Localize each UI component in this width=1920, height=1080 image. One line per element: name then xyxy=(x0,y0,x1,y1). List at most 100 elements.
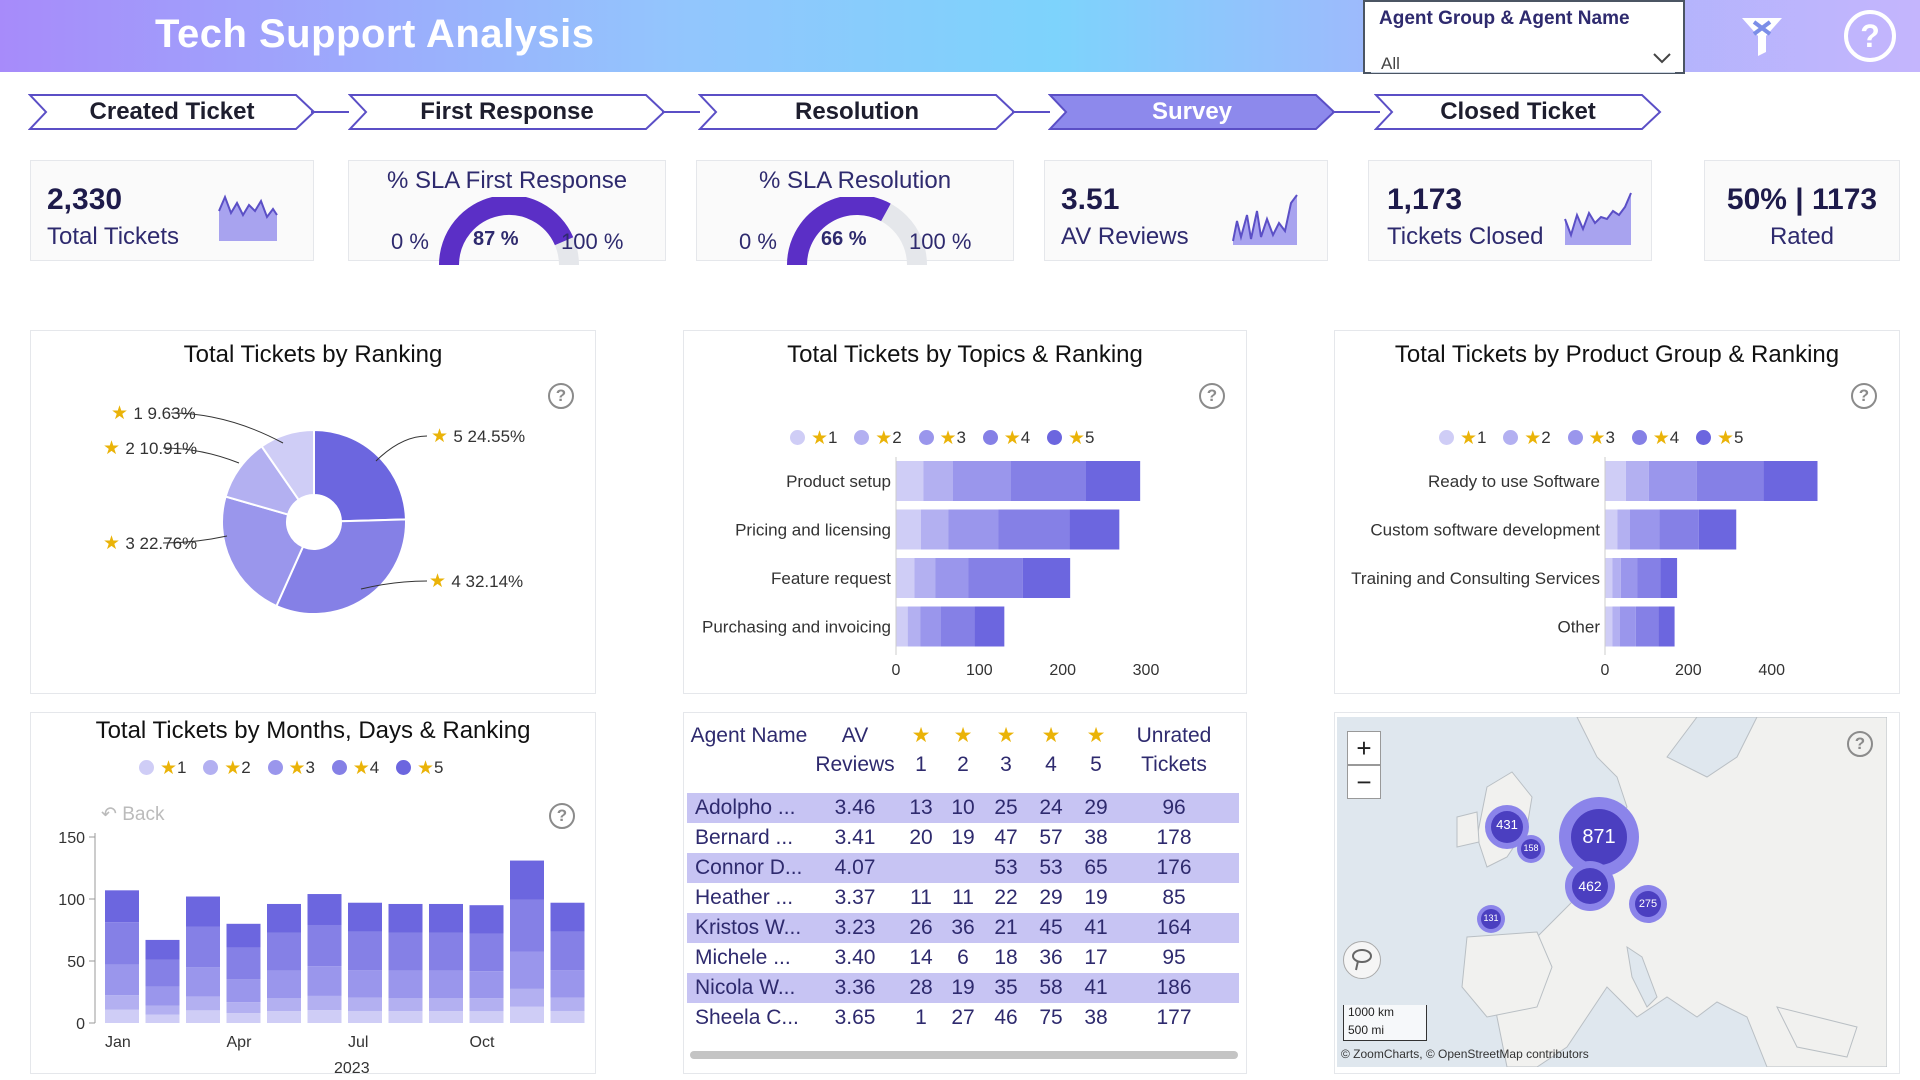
column-segment[interactable] xyxy=(469,905,504,934)
bar-segment[interactable] xyxy=(896,558,915,598)
bar-segment[interactable] xyxy=(1069,509,1120,550)
legend-item-1[interactable]: ★1 xyxy=(790,427,838,450)
legend-item-5[interactable]: ★5 xyxy=(1696,427,1744,450)
column-segment[interactable] xyxy=(307,924,342,967)
column-segment[interactable] xyxy=(307,995,342,1011)
bar-segment[interactable] xyxy=(1763,461,1818,501)
col-header-r4[interactable]: ★ 4 xyxy=(1028,721,1074,779)
column-segment[interactable] xyxy=(550,1010,585,1023)
clear-filter-icon[interactable] xyxy=(1738,12,1786,60)
help-icon[interactable]: ? xyxy=(549,803,575,829)
column-segment[interactable] xyxy=(348,970,382,998)
column-segment[interactable] xyxy=(388,970,423,999)
bar-segment[interactable] xyxy=(1658,606,1675,647)
column-segment[interactable] xyxy=(226,979,261,1003)
bar-segment[interactable] xyxy=(1612,558,1621,598)
bar-segment[interactable] xyxy=(1617,509,1631,550)
column-segment[interactable] xyxy=(348,1010,382,1023)
column-segment[interactable] xyxy=(388,998,423,1012)
column-segment[interactable] xyxy=(388,903,423,933)
legend-item-5[interactable]: ★5 xyxy=(396,757,444,780)
column-segment[interactable] xyxy=(429,998,463,1012)
column-segment[interactable] xyxy=(226,923,261,948)
column-segment[interactable] xyxy=(348,997,382,1011)
months-bar-chart[interactable]: 150 100 50 0 Jan Apr Jul Oct 2023 xyxy=(31,793,597,1073)
column-segment[interactable] xyxy=(307,894,342,925)
column-segment[interactable] xyxy=(429,932,463,971)
table-row[interactable]: Connor D... 4.07 53 53 65 176 xyxy=(687,853,1239,883)
column-segment[interactable] xyxy=(550,997,585,1011)
map-cluster-275[interactable]: 275 xyxy=(1629,885,1667,923)
bar-segment[interactable] xyxy=(1659,509,1699,550)
legend-item-2[interactable]: ★2 xyxy=(1503,427,1551,450)
column-segment[interactable] xyxy=(105,995,139,1010)
legend-item-3[interactable]: ★3 xyxy=(918,427,966,450)
column-segment[interactable] xyxy=(186,967,220,997)
help-icon[interactable]: ? xyxy=(1199,383,1225,409)
bar-segment[interactable] xyxy=(1630,509,1660,550)
step-created-ticket[interactable]: Created Ticket xyxy=(28,93,316,131)
column-segment[interactable] xyxy=(145,939,180,960)
bar-segment[interactable] xyxy=(1620,606,1636,647)
legend-item-5[interactable]: ★5 xyxy=(1047,427,1095,450)
bar-segment[interactable] xyxy=(1605,606,1613,647)
bar-segment[interactable] xyxy=(1660,558,1678,598)
legend-item-3[interactable]: ★3 xyxy=(267,757,315,780)
column-segment[interactable] xyxy=(550,902,585,932)
bar-segment[interactable] xyxy=(1648,461,1697,501)
column-segment[interactable] xyxy=(267,932,301,971)
column-segment[interactable] xyxy=(510,951,544,989)
bar-segment[interactable] xyxy=(1011,461,1086,501)
col-header-av[interactable]: AV Reviews xyxy=(815,724,895,776)
legend-item-3[interactable]: ★3 xyxy=(1567,427,1615,450)
donut-slice-3[interactable] xyxy=(221,495,305,608)
bar-segment[interactable] xyxy=(1637,558,1661,598)
back-button[interactable]: ↶ Back xyxy=(101,803,164,826)
zoom-in-button[interactable]: + xyxy=(1347,731,1381,765)
column-segment[interactable] xyxy=(186,926,220,968)
table-row[interactable]: Sheela C... 3.65 1 27 46 75 38 177 xyxy=(687,1003,1239,1033)
horizontal-scrollbar[interactable] xyxy=(690,1051,1238,1059)
step-survey[interactable]: Survey xyxy=(1048,93,1336,131)
column-segment[interactable] xyxy=(105,890,139,923)
map-view[interactable]: 431 871 158 462 275 131 + − ? 1000 km 50… xyxy=(1337,717,1887,1067)
agent-filter-dropdown[interactable]: All xyxy=(1371,44,1675,73)
bar-segment[interactable] xyxy=(948,509,999,550)
donut-slice-4[interactable] xyxy=(275,518,407,615)
column-segment[interactable] xyxy=(267,998,301,1012)
donut-chart[interactable]: ★ 1 9.63% ★ 2 10.91% ★ 3 22.76% ★ 4 32.14% ★… xyxy=(31,371,597,691)
col-header-r3[interactable]: ★ 3 xyxy=(984,721,1028,779)
column-segment[interactable] xyxy=(348,931,382,971)
col-header-unrated[interactable]: Unrated Tickets xyxy=(1136,724,1212,776)
map-cluster-431[interactable]: 431 xyxy=(1485,805,1529,849)
help-icon[interactable]: ? xyxy=(548,383,574,409)
column-segment[interactable] xyxy=(267,970,301,999)
table-row[interactable]: Bernard ... 3.41 20 19 47 57 38 178 xyxy=(687,823,1239,853)
column-segment[interactable] xyxy=(226,1002,261,1014)
bar-segment[interactable] xyxy=(1605,509,1618,550)
step-resolution[interactable]: Resolution xyxy=(698,93,1016,131)
bar-segment[interactable] xyxy=(923,461,953,501)
bar-segment[interactable] xyxy=(896,509,921,550)
product-bar-chart[interactable]: Ready to use Software Custom software dev… xyxy=(1335,451,1901,691)
column-segment[interactable] xyxy=(145,1005,180,1015)
col-header-r5[interactable]: ★ 5 xyxy=(1074,721,1118,779)
map-cluster-131[interactable]: 131 xyxy=(1477,905,1505,933)
donut-slice-5[interactable] xyxy=(313,428,407,523)
bar-segment[interactable] xyxy=(1086,461,1141,501)
legend-item-1[interactable]: ★1 xyxy=(1439,427,1487,450)
col-header-r1[interactable]: ★ 1 xyxy=(900,721,942,779)
legend-item-4[interactable]: ★4 xyxy=(1631,427,1679,450)
column-segment[interactable] xyxy=(186,1010,220,1023)
col-header-r2[interactable]: ★ 2 xyxy=(942,721,984,779)
column-segment[interactable] xyxy=(105,964,139,996)
column-segment[interactable] xyxy=(226,1013,261,1023)
bar-segment[interactable] xyxy=(1605,461,1626,501)
column-segment[interactable] xyxy=(267,903,301,933)
bar-segment[interactable] xyxy=(921,509,949,550)
bar-segment[interactable] xyxy=(907,606,921,647)
column-segment[interactable] xyxy=(510,988,544,1007)
agent-filter-slicer[interactable]: Agent Group & Agent Name All xyxy=(1363,0,1685,74)
bar-segment[interactable] xyxy=(968,558,1023,598)
zoom-out-button[interactable]: − xyxy=(1347,765,1381,799)
